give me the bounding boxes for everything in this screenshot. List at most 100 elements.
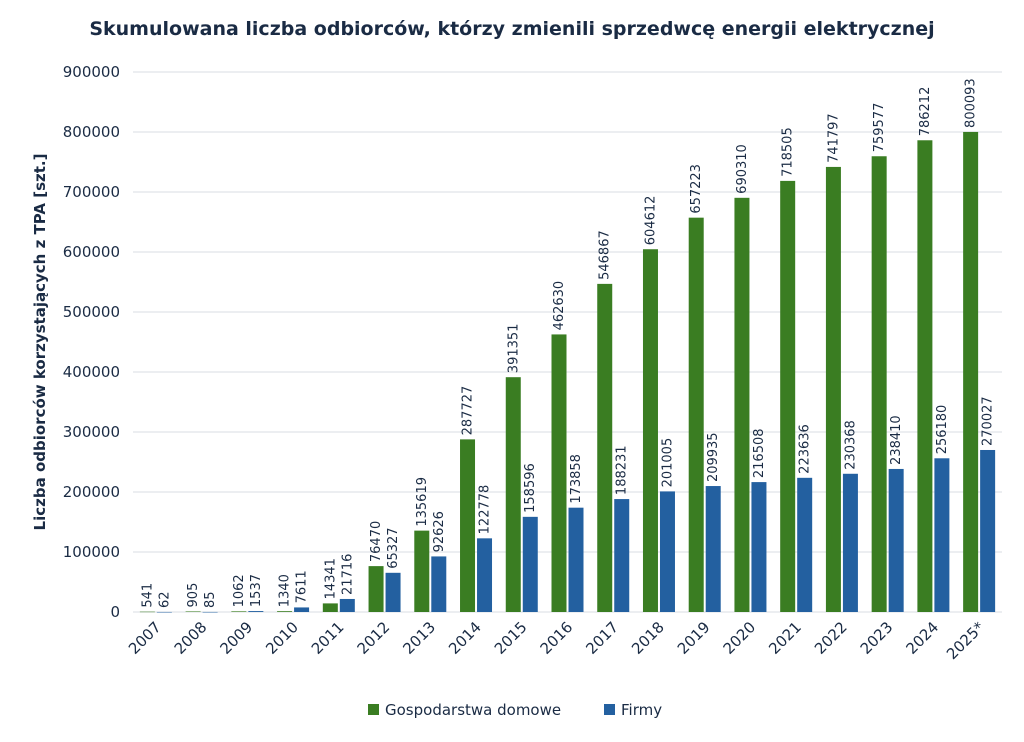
bar-companies	[751, 482, 767, 612]
bar-companies	[888, 468, 904, 612]
bar-companies	[522, 516, 538, 612]
bar-companies	[431, 556, 447, 612]
data-label: 657223	[689, 164, 704, 214]
y-tick-label: 200000	[63, 483, 120, 501]
bar-households	[734, 197, 750, 612]
y-axis-label: Liczba odbiorców korzystających z TPA [s…	[31, 154, 49, 531]
data-label: 786212	[918, 87, 933, 137]
bar-households	[917, 140, 933, 612]
x-tick-label: 2018	[628, 618, 668, 658]
data-label: 7611	[295, 570, 310, 603]
bar-households	[414, 530, 430, 612]
legend-item-households: Gospodarstwa domowe	[385, 701, 561, 719]
bar-households	[185, 611, 201, 612]
x-tick-label: 2013	[399, 618, 439, 658]
x-tick-label: 2019	[674, 618, 714, 658]
x-tick-label: 2015	[491, 618, 531, 658]
data-labels: 541 62 905 85 1062 1537 1340 7611 14341 21716 7647…	[140, 78, 995, 608]
y-tick-label: 900000	[63, 63, 120, 81]
bar-households	[139, 611, 155, 613]
data-label: 238410	[889, 415, 904, 465]
data-label: 122778	[478, 485, 493, 535]
data-label: 604612	[643, 196, 658, 246]
data-label: 1062	[232, 574, 247, 607]
data-label: 201005	[660, 438, 675, 488]
bar-households	[871, 156, 887, 613]
data-label: 690310	[735, 144, 750, 194]
bar-households	[597, 283, 613, 612]
bar-households	[825, 166, 841, 612]
data-label: 230368	[843, 420, 858, 470]
bar-households	[642, 249, 658, 613]
gridlines	[133, 71, 1002, 613]
data-label: 287727	[461, 386, 476, 436]
bar-households	[780, 180, 796, 612]
y-tick-label: 0	[110, 603, 120, 621]
bar-households	[460, 439, 476, 612]
legend-item-companies: Firmy	[621, 701, 662, 719]
data-label: 1340	[278, 574, 293, 607]
data-label: 800093	[964, 78, 979, 128]
data-label: 741797	[826, 113, 841, 163]
data-label: 546867	[598, 230, 613, 280]
bar-companies	[842, 473, 858, 612]
y-tick-label: 800000	[63, 123, 120, 141]
data-label: 1537	[249, 574, 264, 607]
data-label: 541	[140, 583, 155, 608]
x-tick-label: 2021	[765, 618, 805, 658]
data-label: 158596	[523, 463, 538, 513]
bar-households	[551, 334, 567, 612]
x-tick-label: 2008	[171, 618, 211, 658]
chart-title: Skumulowana liczba odbiorców, którzy zmi…	[89, 18, 934, 40]
y-axis-ticks: 0 100000 200000 300000 400000 500000 600000 700…	[63, 63, 120, 621]
y-tick-label: 600000	[63, 243, 120, 261]
data-label: 173858	[569, 454, 584, 504]
bar-companies	[385, 572, 401, 612]
x-tick-label: 2012	[354, 618, 394, 658]
data-label: 270027	[981, 396, 996, 446]
bar-companies	[339, 598, 355, 612]
data-label: 65327	[386, 527, 401, 568]
y-tick-label: 700000	[63, 183, 120, 201]
data-label: 718505	[781, 127, 796, 177]
bar-companies	[477, 538, 493, 612]
legend-swatch	[368, 704, 379, 715]
data-label: 905	[186, 583, 201, 608]
data-label: 62	[157, 591, 172, 608]
data-label: 256180	[935, 405, 950, 455]
bar-companies	[705, 486, 721, 612]
legend-swatch	[604, 704, 615, 715]
data-label: 391351	[506, 324, 521, 374]
data-label: 759577	[872, 103, 887, 153]
bar-households	[231, 611, 247, 612]
bar-households	[322, 603, 338, 612]
bar-households	[688, 217, 704, 612]
data-label: 223636	[798, 424, 813, 474]
data-label: 85	[203, 591, 218, 608]
data-label: 209935	[706, 432, 721, 482]
bar-companies	[248, 611, 264, 612]
x-tick-label: 2010	[262, 618, 302, 658]
x-tick-label: 2014	[445, 618, 485, 658]
bar-companies	[659, 491, 675, 612]
bar-companies	[614, 499, 630, 612]
x-tick-label: 2007	[125, 618, 165, 658]
data-label: 14341	[323, 558, 338, 599]
bar-companies	[797, 477, 813, 612]
x-tick-label: 2022	[811, 618, 851, 658]
data-label: 216508	[752, 428, 767, 478]
bar-companies	[202, 611, 218, 613]
legend: Gospodarstwa domowe Firmy	[368, 701, 662, 719]
y-tick-label: 500000	[63, 303, 120, 321]
x-axis-ticks: 2007 2008 2009 2010 2011 2012 2013 2014 2015 2016…	[125, 618, 988, 663]
bar-companies	[294, 607, 310, 612]
x-tick-label: 2011	[308, 618, 348, 658]
x-tick-label: 2024	[902, 618, 942, 658]
bar-households	[368, 566, 384, 612]
data-label: 21716	[340, 554, 355, 595]
bars	[139, 131, 996, 613]
x-tick-label: 2017	[582, 618, 622, 658]
data-label: 462630	[552, 281, 567, 331]
y-tick-label: 300000	[63, 423, 120, 441]
